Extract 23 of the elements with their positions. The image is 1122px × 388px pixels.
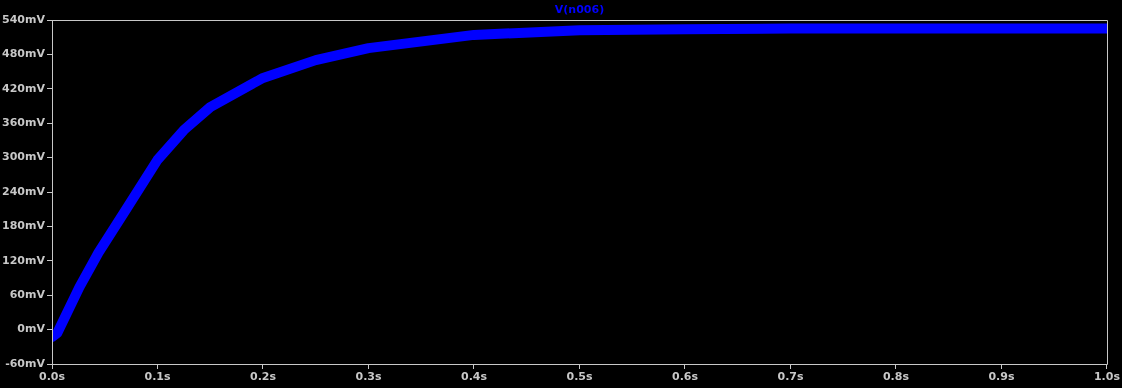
x-tick-label: 0.4s xyxy=(460,370,488,384)
y-tick-label: 0mV xyxy=(17,322,46,336)
chart-title: V(n006) xyxy=(554,2,605,16)
x-tick-label: 0.1s xyxy=(144,370,171,384)
y-tick-label: 120mV xyxy=(2,253,46,267)
y-tick-label: 360mV xyxy=(2,116,46,130)
x-tick-label: 0.3s xyxy=(355,370,382,384)
y-tick-label: 480mV xyxy=(2,47,46,61)
x-tick-label: 0.0s xyxy=(38,370,66,384)
y-tick-label: 240mV xyxy=(2,184,46,198)
y-tick-label: 300mV xyxy=(2,150,46,164)
y-tick-label: 420mV xyxy=(2,81,46,95)
x-tick-label: 0.7s xyxy=(777,370,804,384)
x-tick-label: 1.0s xyxy=(1093,370,1121,384)
x-tick-label: 0.9s xyxy=(988,370,1015,384)
y-tick-label: -60mV xyxy=(5,356,46,370)
x-tick-label: 0.5s xyxy=(566,370,593,384)
x-tick-label: 0.8s xyxy=(882,370,910,384)
x-tick-label: 0.2s xyxy=(249,370,277,384)
x-tick-label: 0.6s xyxy=(671,370,699,384)
y-tick-label: 60mV xyxy=(9,288,46,302)
y-tick-label: 180mV xyxy=(2,219,46,233)
y-tick-label: 540mV xyxy=(2,12,46,26)
